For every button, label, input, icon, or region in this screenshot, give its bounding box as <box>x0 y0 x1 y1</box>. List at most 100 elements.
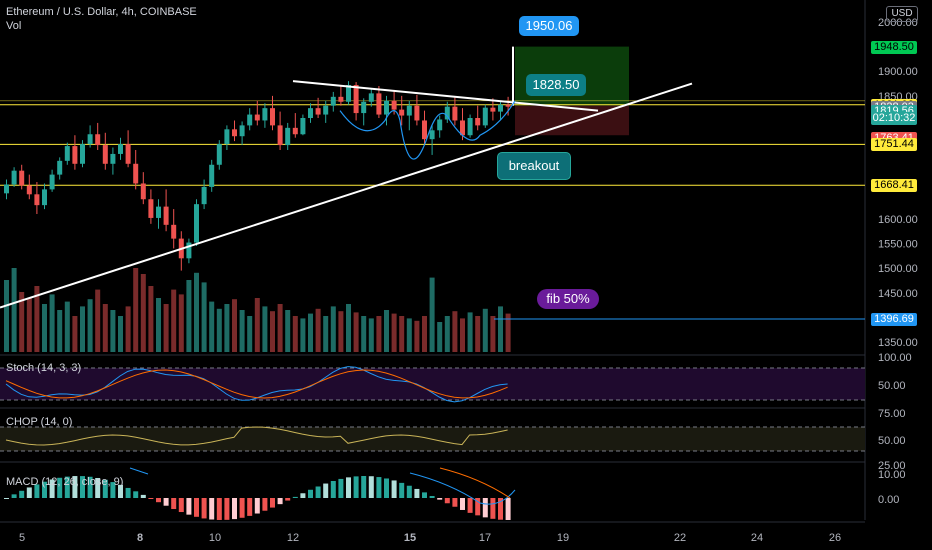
price-tick: 1600.00 <box>878 214 918 226</box>
currency-button[interactable]: USD <box>886 6 918 22</box>
macd-histogram-bar <box>224 498 230 520</box>
volume-label: Vol <box>6 20 22 32</box>
macd-histogram-bar <box>186 498 192 515</box>
volume-bar <box>270 311 275 352</box>
volume-bar <box>490 316 496 352</box>
volume-bar <box>406 318 412 352</box>
macd-histogram-bar <box>95 477 101 498</box>
macd-histogram-bar <box>429 495 435 498</box>
macd-histogram-bar <box>475 498 481 516</box>
volume-bar <box>368 318 374 352</box>
macd-histogram-bar <box>353 476 359 498</box>
candle-body <box>186 242 192 259</box>
volume-bar <box>505 313 511 352</box>
candle-body <box>361 101 367 114</box>
candle-body <box>368 93 374 102</box>
macd-histogram-bar <box>42 481 47 498</box>
volume-bar <box>171 289 177 352</box>
candle-body <box>34 194 40 206</box>
candle-body <box>163 206 169 225</box>
macd-histogram-bar <box>490 498 496 519</box>
volume-bar <box>308 313 313 352</box>
volume-bar <box>422 316 427 352</box>
ascending-trendline <box>0 82 693 309</box>
volume-bar <box>80 306 85 352</box>
macd-label: MACD (12, 26, close, 9) <box>6 476 124 488</box>
volume-bar <box>444 316 450 352</box>
volume-bar <box>254 298 260 352</box>
signal-line <box>439 467 511 499</box>
volume-bar <box>133 268 139 352</box>
price-label: 1396.69 <box>871 313 917 326</box>
time-tick: 15 <box>404 532 416 544</box>
volume-bar <box>475 316 481 352</box>
candle-body <box>376 93 382 115</box>
candle-body <box>490 107 496 112</box>
candle-body <box>323 105 329 115</box>
candle-body <box>452 106 458 121</box>
candle-body <box>125 144 131 164</box>
macd-histogram-bar <box>505 498 511 520</box>
chop-label: CHOP (14, 0) <box>6 416 73 428</box>
candle-body <box>224 129 230 145</box>
macd-line <box>129 467 149 475</box>
candle-body <box>475 118 481 126</box>
macd-histogram-bar <box>140 494 146 498</box>
candle-body <box>26 185 32 195</box>
macd-histogram-bar <box>57 477 63 498</box>
macd-histogram-bar <box>270 498 275 508</box>
volume-bar <box>232 299 237 352</box>
candle-body <box>308 108 313 118</box>
volume-bar <box>437 322 443 352</box>
volume-bar <box>19 292 25 352</box>
volume-bar <box>216 308 222 352</box>
candle-body <box>19 170 25 186</box>
candle-body <box>49 174 55 190</box>
volume-bar <box>285 310 291 352</box>
volume-bar <box>399 316 405 352</box>
stoch-band <box>0 368 865 400</box>
candle-body <box>102 145 108 164</box>
candle-body <box>277 125 283 146</box>
volume-bar <box>452 311 458 352</box>
macd-histogram-bar <box>452 498 458 507</box>
macd-histogram-bar <box>315 486 321 498</box>
macd-histogram-bar <box>239 498 245 518</box>
candle-body <box>148 199 154 218</box>
macd-histogram-bar <box>399 482 405 498</box>
macd-histogram-bar <box>148 498 154 499</box>
stoch-label: Stoch (14, 3, 3) <box>6 362 82 374</box>
candle-body <box>498 104 503 112</box>
volume-bar <box>467 312 473 352</box>
macd-histogram-bar <box>376 477 382 498</box>
candle-body <box>72 146 78 164</box>
target-callout: 1950.06 <box>519 16 579 36</box>
volume-bar <box>498 306 503 352</box>
symbol-title: Ethereum / U.S. Dollar, 4h, COINBASE <box>6 6 197 18</box>
volume-bar <box>323 316 329 352</box>
volume-bar <box>330 306 336 352</box>
macd-histogram-bar <box>171 498 177 510</box>
volume-bar <box>292 316 298 352</box>
volume-bar <box>209 301 215 352</box>
price-label: 1668.41 <box>871 179 917 193</box>
price-label: 1948.50 <box>871 41 917 55</box>
volume-bar <box>178 294 184 352</box>
candle-body <box>133 163 139 184</box>
macd-histogram-bar <box>201 498 207 519</box>
macd-histogram-bar <box>156 498 161 503</box>
candle-body <box>482 107 488 126</box>
macd-histogram-bar <box>247 498 253 516</box>
candle-body <box>110 153 116 164</box>
macd-tick: 10.00 <box>878 469 906 481</box>
candle-body <box>87 134 93 145</box>
price-label: 02:10:32 <box>871 112 917 125</box>
candle-body <box>232 129 237 137</box>
chop-tick: 50.00 <box>878 435 906 447</box>
volume-bar <box>239 310 245 352</box>
macd-histogram-bar <box>285 498 291 501</box>
candle-body <box>315 108 321 115</box>
entry-callout: 1828.50 <box>526 74 586 96</box>
macd-histogram-bar <box>232 498 237 520</box>
macd-histogram-bar <box>323 483 329 498</box>
